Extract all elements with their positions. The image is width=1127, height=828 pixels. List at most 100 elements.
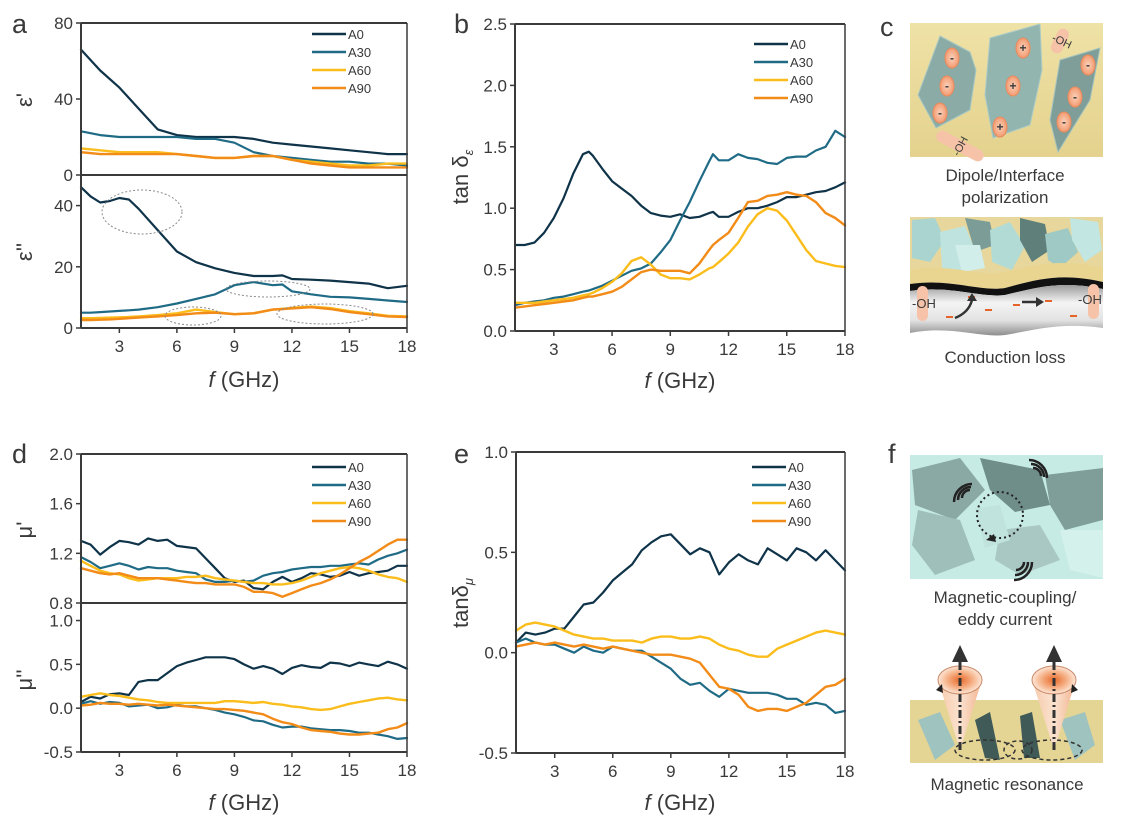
- arrow-up-icon: [952, 645, 968, 662]
- charge-minus: -: [1073, 90, 1077, 104]
- x-tick-label: 15: [777, 340, 796, 359]
- x-tick-label: 3: [115, 337, 124, 356]
- panel-letter-e: e: [454, 439, 469, 469]
- x-tick-label: 15: [340, 761, 359, 780]
- legend-label-a0: A0: [348, 460, 364, 475]
- series-line-a60: [79, 692, 409, 712]
- y-tick-label: -0.5: [479, 744, 508, 763]
- legend-label-a30: A30: [790, 55, 813, 70]
- legend-label-a60: A60: [788, 496, 811, 511]
- annotation-ellipse: [101, 189, 183, 235]
- eddy-loop: [976, 491, 1024, 539]
- axis-label-b-y: tan δε: [448, 149, 476, 204]
- oh-group: [1051, 28, 1069, 54]
- y-tick-label: 2.5: [483, 15, 507, 34]
- legend: A0 A30 A60 A90: [312, 460, 371, 529]
- y-tick-label: 0.0: [483, 322, 507, 341]
- x-tick-label: 9: [666, 762, 675, 781]
- charge-minus: -: [1062, 115, 1066, 129]
- x-tick-label: 9: [230, 761, 239, 780]
- y-tick-label: 1.0: [483, 199, 507, 218]
- annotation-ellipse: [164, 306, 222, 326]
- svg-text:tan δε: tan δε: [448, 149, 476, 204]
- series-line-a60: [513, 207, 847, 304]
- series-line-a0: [79, 537, 409, 591]
- x-tick-label: 12: [282, 761, 301, 780]
- panel-letter-c: c: [880, 12, 894, 42]
- panel-letter-b: b: [454, 9, 469, 39]
- legend-label-a90: A90: [348, 81, 371, 96]
- legend-label-a30: A30: [788, 478, 811, 493]
- axis-label-b-x: f (GHz): [645, 368, 716, 393]
- caption-dipole-2: polarization: [962, 188, 1049, 207]
- series-line-a0: [514, 533, 847, 644]
- legend: A0 A30 A60 A90: [312, 27, 371, 96]
- illustration-magnetic-resonance: [910, 645, 1103, 763]
- series-line-a90: [514, 641, 847, 713]
- series-line-a0: [79, 656, 409, 704]
- y-tick-label: 2.0: [49, 445, 73, 464]
- y-tick-label: 0.5: [484, 543, 508, 562]
- y-tick-label: 1.2: [49, 544, 73, 563]
- illustration-conduction-loss: -OH -OH: [910, 217, 1103, 336]
- wave-icon: [952, 458, 1049, 582]
- x-tick-label: 18: [398, 761, 417, 780]
- series-line-a90: [79, 306, 409, 322]
- y-tick-label: 80: [54, 14, 73, 33]
- legend-label-a60: A60: [348, 496, 371, 511]
- legend: A0 A30 A60 A90: [754, 37, 813, 106]
- x-tick-label: 15: [340, 337, 359, 356]
- panel-letter-f: f: [888, 439, 896, 469]
- y-tick-label: 1.0: [484, 443, 508, 462]
- legend-label-a0: A0: [348, 27, 364, 42]
- oh-group: [1088, 284, 1099, 319]
- legend-label-a60: A60: [348, 63, 371, 78]
- series-line-a30: [79, 130, 409, 167]
- charge-minus: -: [938, 106, 942, 120]
- y-tick-label: 0.0: [49, 699, 73, 718]
- axis-label-a-x: f (GHz): [209, 367, 280, 392]
- y-tick-label: 1.0: [49, 612, 73, 631]
- charge-markers: [932, 37, 1096, 138]
- legend: A0 A30 A60 A90: [752, 460, 811, 529]
- x-tick-label: 3: [549, 340, 558, 359]
- y-tick-label: 1.6: [49, 495, 73, 514]
- series-line-a30: [513, 129, 847, 307]
- x-tick-label: 9: [666, 340, 675, 359]
- legend-label-a30: A30: [348, 478, 371, 493]
- axis-label-d-x: f (GHz): [209, 790, 280, 815]
- annotation-ellipse: [276, 303, 374, 325]
- axis-label-d-y-bottom: μ'': [12, 669, 37, 690]
- legend-label-a90: A90: [348, 514, 371, 529]
- y-tick-label: 1.5: [483, 138, 507, 157]
- series-line-a30: [79, 281, 409, 314]
- svg-text:tanδμ: tanδμ: [448, 578, 476, 628]
- oh-label: -OH: [1078, 292, 1102, 307]
- y-tick-label: 0.5: [483, 261, 507, 280]
- electron-path-arrow: [954, 299, 974, 320]
- y-tick-label: 20: [54, 258, 73, 277]
- annotation-ellipse: [225, 280, 311, 298]
- series-line-a90: [79, 701, 409, 736]
- charge-plus: +: [996, 120, 1003, 134]
- chart-magnetic-loss-tangent: -0.5 0.0 0.5 1.0 3 6 9 12 15 18 A0 A30 A60 A90: [479, 443, 855, 781]
- series-line-a60: [514, 621, 847, 658]
- y-tick-label: 0: [64, 319, 73, 338]
- x-tick-label: 3: [115, 761, 124, 780]
- oh-group: [917, 286, 928, 321]
- chart-mu-imag: -0.5 0.0 0.5 1.0 3 6 9 12 15 18: [44, 602, 417, 780]
- illustration-eddy-current: [910, 455, 1103, 582]
- illustration-dipole-polarization: - - - + + + - - - -OH -OH: [910, 23, 1103, 162]
- charge-minus: -: [950, 51, 954, 65]
- x-tick-label: 12: [719, 340, 738, 359]
- oh-label: -OH: [912, 296, 936, 311]
- caption-magnetic-coupling-2: eddy current: [958, 610, 1053, 629]
- x-tick-label: 9: [230, 337, 239, 356]
- series-line-a90: [79, 151, 409, 169]
- caption-conduction-loss: Conduction loss: [945, 348, 1066, 367]
- crystal-cluster: [912, 218, 1102, 272]
- arrow-up-icon: [1046, 645, 1062, 662]
- x-tick-label: 18: [398, 337, 417, 356]
- series-line-a0: [79, 186, 409, 290]
